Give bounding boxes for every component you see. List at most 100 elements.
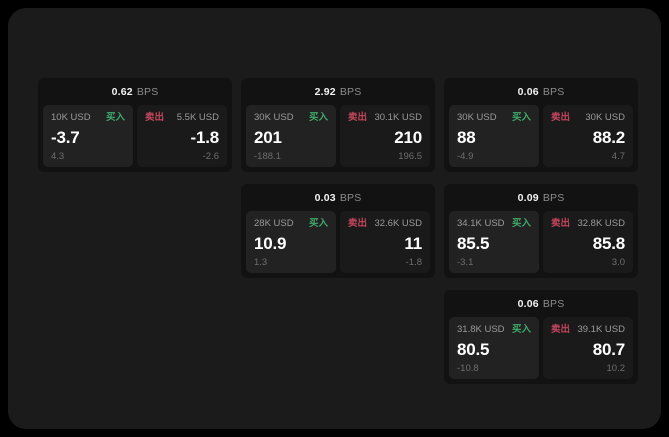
sell-delta-value: 196.5	[398, 150, 422, 162]
card-sides: 30K USD 买入 88 -4.9 卖出 30K USD 88.2 4.7	[449, 105, 633, 167]
sell-side-header: 卖出 32.6K USD	[348, 218, 422, 230]
sell-direction-label: 卖出	[145, 112, 165, 124]
buy-price-value: 201	[254, 128, 282, 148]
sell-price-value: 11	[404, 234, 422, 254]
buy-delta-value: -188.1	[254, 150, 281, 162]
sell-delta-value: -1.8	[405, 256, 422, 268]
sell-price-value: -1.8	[190, 128, 220, 148]
column-right: 0.06 BPS 30K USD 买入 88 -4.9 卖出 30K USD 88.2 4.7 0.…	[444, 78, 638, 384]
sell-price-value: 80.7	[592, 340, 625, 360]
sell-price-value: 85.8	[592, 234, 625, 254]
quote-card[interactable]: 0.62 BPS 10K USD 买入 -3.7 4.3 卖出 5.5K USD -1.8 -2.…	[38, 78, 232, 172]
sell-size-label: 5.5K USD	[176, 112, 219, 124]
buy-price-value: 80.5	[457, 340, 490, 360]
quote-card[interactable]: 0.06 BPS 30K USD 买入 88 -4.9 卖出 30K USD 88.2 4.7	[444, 78, 638, 172]
sell-size-label: 32.8K USD	[577, 218, 625, 230]
sell-side-panel[interactable]: 卖出 32.8K USD 85.8 3.0	[543, 211, 633, 273]
buy-side-panel[interactable]: 31.8K USD 买入 80.5 -10.8	[449, 317, 539, 379]
sell-side-panel[interactable]: 卖出 39.1K USD 80.7 10.2	[543, 317, 633, 379]
buy-size-label: 28K USD	[254, 218, 294, 230]
sell-size-label: 32.6K USD	[374, 218, 422, 230]
sell-delta-value: 4.7	[611, 150, 625, 162]
sell-direction-label: 卖出	[348, 112, 368, 124]
sell-side-panel[interactable]: 卖出 5.5K USD -1.8 -2.6	[137, 105, 227, 167]
sell-side-header: 卖出 30.1K USD	[348, 112, 422, 124]
quote-card[interactable]: 0.06 BPS 31.8K USD 买入 80.5 -10.8 卖出 39.1K USD 80…	[444, 290, 638, 384]
sell-delta-value: 3.0	[611, 256, 625, 268]
bps-unit-label: BPS	[542, 85, 565, 98]
bps-header: 0.03 BPS	[246, 189, 430, 207]
sell-size-label: 30.1K USD	[374, 112, 422, 124]
buy-size-label: 34.1K USD	[457, 218, 505, 230]
buy-size-label: 10K USD	[51, 112, 91, 124]
sell-side-panel[interactable]: 卖出 32.6K USD 11 -1.8	[340, 211, 430, 273]
buy-side-header: 30K USD 买入	[254, 112, 328, 124]
buy-side-panel[interactable]: 10K USD 买入 -3.7 4.3	[43, 105, 133, 167]
sell-delta-value: -2.6	[202, 150, 219, 162]
quote-card[interactable]: 0.03 BPS 28K USD 买入 10.9 1.3 卖出 32.6K USD 11 -1.8	[241, 184, 435, 278]
quote-card[interactable]: 0.09 BPS 34.1K USD 买入 85.5 -3.1 卖出 32.8K USD 85.…	[444, 184, 638, 278]
bps-value: 0.06	[517, 297, 539, 310]
buy-side-panel[interactable]: 30K USD 买入 88 -4.9	[449, 105, 539, 167]
buy-direction-label: 买入	[511, 112, 531, 124]
sell-price-value: 88.2	[592, 128, 625, 148]
sell-size-label: 30K USD	[585, 112, 625, 124]
buy-size-label: 30K USD	[457, 112, 497, 124]
card-sides: 34.1K USD 买入 85.5 -3.1 卖出 32.8K USD 85.8 3.0	[449, 211, 633, 273]
bps-unit-label: BPS	[339, 85, 362, 98]
buy-side-header: 28K USD 买入	[254, 218, 328, 230]
sell-side-header: 卖出 30K USD	[551, 112, 625, 124]
bps-header: 0.06 BPS	[449, 295, 633, 313]
buy-delta-value: 1.3	[254, 256, 268, 268]
bps-header: 0.09 BPS	[449, 189, 633, 207]
buy-side-header: 34.1K USD 买入	[457, 218, 531, 230]
sell-price-value: 210	[394, 128, 422, 148]
sell-side-header: 卖出 32.8K USD	[551, 218, 625, 230]
quote-card[interactable]: 2.92 BPS 30K USD 买入 201 -188.1 卖出 30.1K USD 210 1…	[241, 78, 435, 172]
sell-direction-label: 卖出	[348, 218, 368, 230]
sell-direction-label: 卖出	[551, 324, 571, 336]
buy-side-panel[interactable]: 34.1K USD 买入 85.5 -3.1	[449, 211, 539, 273]
quote-board: 0.62 BPS 10K USD 买入 -3.7 4.3 卖出 5.5K USD -1.8 -2.…	[38, 78, 638, 384]
bps-value: 0.09	[517, 191, 539, 204]
buy-delta-value: -4.9	[457, 150, 474, 162]
buy-price-value: 10.9	[254, 234, 287, 254]
bps-value: 0.62	[111, 85, 133, 98]
buy-size-label: 31.8K USD	[457, 324, 505, 336]
buy-price-value: 85.5	[457, 234, 490, 254]
buy-delta-value: -10.8	[457, 362, 479, 374]
bps-header: 0.06 BPS	[449, 83, 633, 101]
sell-side-panel[interactable]: 卖出 30K USD 88.2 4.7	[543, 105, 633, 167]
sell-direction-label: 卖出	[551, 112, 571, 124]
buy-side-header: 30K USD 买入	[457, 112, 531, 124]
sell-size-label: 39.1K USD	[577, 324, 625, 336]
bps-header: 0.62 BPS	[43, 83, 227, 101]
buy-direction-label: 买入	[511, 324, 531, 336]
column-middle: 2.92 BPS 30K USD 买入 201 -188.1 卖出 30.1K USD 210 1…	[241, 78, 435, 278]
sell-side-panel[interactable]: 卖出 30.1K USD 210 196.5	[340, 105, 430, 167]
sell-delta-value: 10.2	[606, 362, 626, 374]
buy-price-value: 88	[457, 128, 476, 148]
bps-unit-label: BPS	[542, 297, 565, 310]
app-root: 0.62 BPS 10K USD 买入 -3.7 4.3 卖出 5.5K USD -1.8 -2.…	[8, 8, 661, 429]
bps-unit-label: BPS	[542, 191, 565, 204]
buy-direction-label: 买入	[308, 218, 328, 230]
buy-side-panel[interactable]: 30K USD 买入 201 -188.1	[246, 105, 336, 167]
sell-side-header: 卖出 39.1K USD	[551, 324, 625, 336]
buy-direction-label: 买入	[511, 218, 531, 230]
buy-side-panel[interactable]: 28K USD 买入 10.9 1.3	[246, 211, 336, 273]
bps-value: 0.06	[517, 85, 539, 98]
bps-value: 0.03	[314, 191, 336, 204]
buy-delta-value: 4.3	[51, 150, 65, 162]
card-sides: 31.8K USD 买入 80.5 -10.8 卖出 39.1K USD 80.7 10.2	[449, 317, 633, 379]
bps-unit-label: BPS	[136, 85, 159, 98]
sell-side-header: 卖出 5.5K USD	[145, 112, 219, 124]
buy-size-label: 30K USD	[254, 112, 294, 124]
buy-price-value: -3.7	[51, 128, 80, 148]
buy-delta-value: -3.1	[457, 256, 474, 268]
buy-direction-label: 买入	[105, 112, 125, 124]
column-left: 0.62 BPS 10K USD 买入 -3.7 4.3 卖出 5.5K USD -1.8 -2.…	[38, 78, 232, 172]
card-sides: 10K USD 买入 -3.7 4.3 卖出 5.5K USD -1.8 -2.6	[43, 105, 227, 167]
bps-value: 2.92	[314, 85, 336, 98]
sell-direction-label: 卖出	[551, 218, 571, 230]
